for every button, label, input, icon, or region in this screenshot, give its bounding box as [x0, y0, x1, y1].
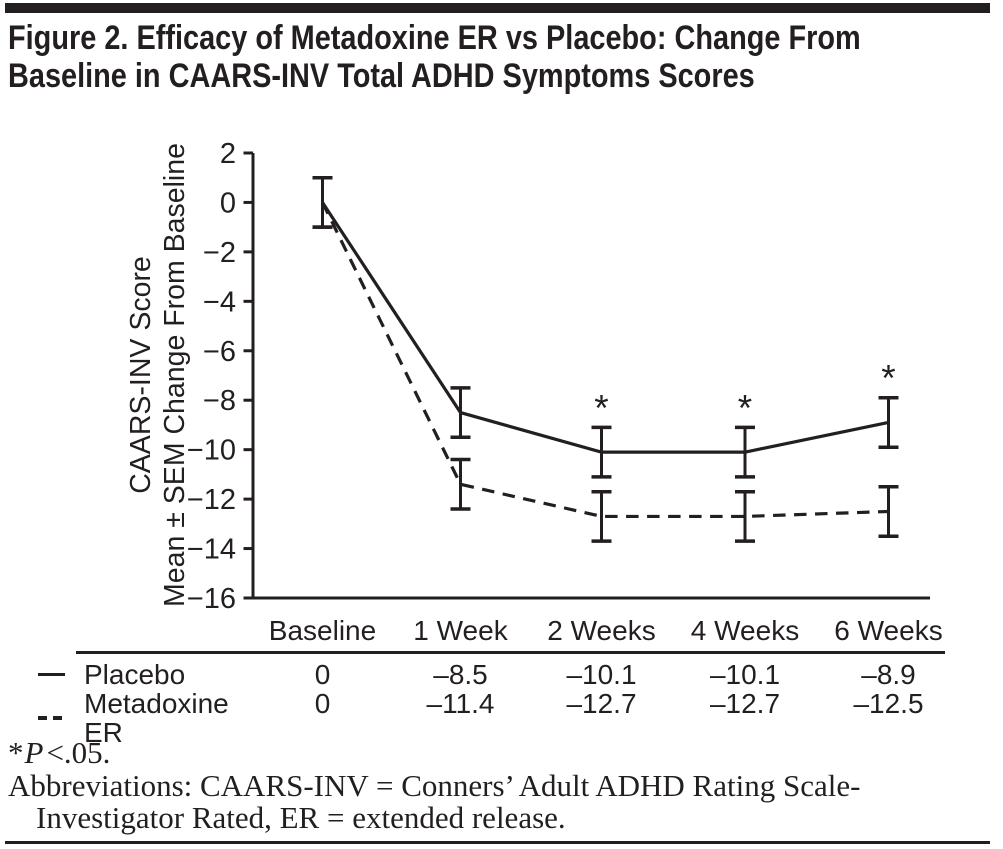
significance-asterisk: * — [738, 387, 752, 428]
y-tick-label: −16 — [187, 583, 236, 615]
y-tick-label: 0 — [220, 187, 236, 219]
table-cell: –8.5 — [433, 659, 488, 690]
figure-title: Figure 2. Efficacy of Metadoxine ER vs P… — [8, 19, 861, 95]
abbreviations-line-1: Abbreviations: CAARS-INV = Conners’ Adul… — [8, 768, 861, 803]
y-tick-label: −14 — [187, 534, 236, 566]
y-tick-label: 2 — [220, 138, 236, 170]
top-rule — [5, 3, 990, 13]
metadoxine-dashed-line-icon — [38, 716, 70, 720]
y-tick-label: −2 — [203, 237, 236, 269]
y-tick-label: −10 — [187, 435, 236, 467]
table-cell: –10.1 — [709, 659, 781, 690]
significance-asterisk: * — [881, 358, 895, 399]
table-cell: –12.5 — [853, 688, 924, 719]
y-tick-label: −4 — [203, 286, 236, 318]
column-header-4-weeks: 4 Weeks — [690, 615, 800, 646]
table-row-metadoxine-er: Metadoxine ER 0 –11.4 –12.7 –12.7 –12.5 — [8, 689, 960, 747]
table-cell: –12.7 — [709, 688, 781, 719]
table-header-spacer — [8, 614, 254, 648]
table-cell: –10.1 — [566, 659, 637, 690]
abbreviations-line-2: Investigator Rated, ER = extended releas… — [36, 800, 566, 835]
y-tick-label: −8 — [203, 385, 236, 417]
table-cell: –12.7 — [566, 688, 637, 719]
y-axis-label: CAARS-INV Score — [125, 256, 157, 494]
column-header-1-week: 1 Week — [413, 615, 508, 646]
series-label-placebo: Placebo — [84, 659, 186, 690]
y-tick-label: −12 — [187, 484, 236, 516]
table-cell: 0 — [314, 659, 331, 690]
significance-footnote: *P<.05. — [8, 735, 110, 771]
table-row-placebo: Placebo 0 –8.5 –10.1 –10.1 –8.9 — [8, 660, 960, 689]
y-tick-label: −6 — [203, 336, 236, 368]
table-cell: 0 — [314, 688, 331, 719]
table-header-rule — [76, 651, 945, 654]
significance-asterisk: * — [594, 387, 608, 428]
placebo-line — [321, 201, 889, 454]
significance-star: * — [8, 735, 24, 770]
series-label-metadoxine-er: Metadoxine ER — [84, 688, 229, 748]
column-header-baseline: Baseline — [268, 615, 377, 646]
axis-lines — [251, 153, 930, 600]
column-header-6-weeks: 6 Weeks — [834, 615, 943, 646]
metadoxine-er-line — [321, 201, 889, 519]
legend-item-metadoxine-er: Metadoxine ER — [8, 689, 254, 747]
table-cell: –8.9 — [861, 659, 916, 690]
table-cell: –11.4 — [426, 688, 495, 719]
p-variable: P — [24, 735, 44, 770]
placebo-solid-line-icon — [38, 672, 70, 677]
legend-item-placebo: Placebo — [8, 660, 254, 689]
bottom-rule — [5, 841, 990, 844]
y-axis-label: Mean ± SEM Change From Baseline — [159, 143, 191, 607]
p-value: <.05. — [46, 735, 111, 770]
table-header-row: Baseline 1 Week 2 Weeks 4 Weeks 6 Weeks — [8, 614, 960, 648]
column-header-2-weeks: 2 Weeks — [547, 615, 656, 646]
